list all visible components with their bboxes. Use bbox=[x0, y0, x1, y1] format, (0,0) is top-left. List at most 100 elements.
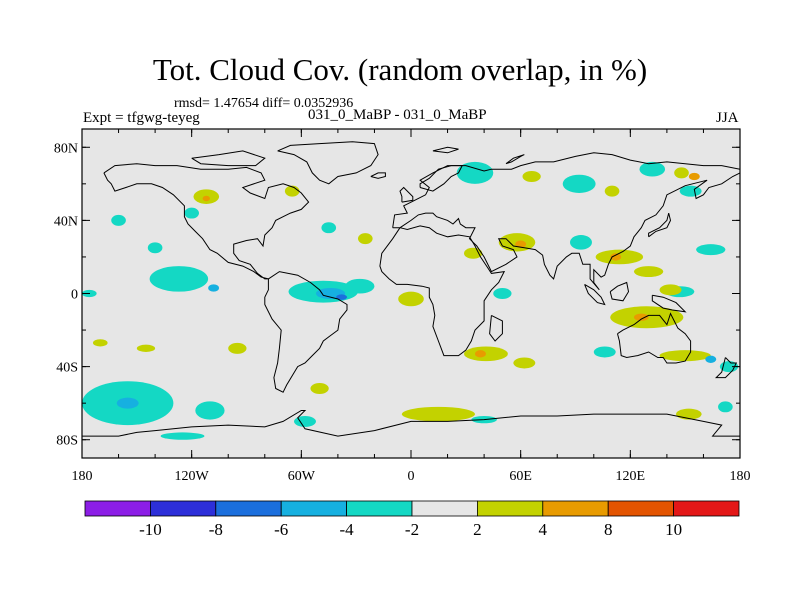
colorbar-swatch bbox=[673, 500, 740, 517]
colorbar-label: -6 bbox=[274, 520, 288, 539]
colorbar-swatch bbox=[346, 500, 413, 517]
anomaly-patch bbox=[184, 207, 199, 219]
anomaly-patch bbox=[310, 383, 329, 395]
coastline bbox=[399, 186, 414, 203]
coastline bbox=[609, 281, 630, 302]
anomaly-patch bbox=[604, 185, 620, 197]
coastline bbox=[432, 146, 459, 154]
anomaly-patch bbox=[676, 408, 702, 420]
colorbar-label: -4 bbox=[340, 520, 355, 539]
cloud-anomaly-field bbox=[82, 161, 739, 440]
colorbar-swatch bbox=[542, 500, 609, 517]
colorbar-label: 4 bbox=[539, 520, 548, 539]
anomaly-patch bbox=[401, 406, 475, 422]
map-title: Tot. Cloud Cov. (random overlap, in %) bbox=[152, 52, 648, 87]
y-tick-label: 80N bbox=[54, 141, 78, 156]
x-tick-label: 60E bbox=[509, 469, 532, 484]
coastline bbox=[617, 312, 692, 364]
anomaly-patch bbox=[562, 174, 596, 193]
colorbar-swatch bbox=[411, 500, 478, 517]
colorbar-label: 8 bbox=[604, 520, 613, 539]
coastline bbox=[103, 163, 310, 280]
colorbar: -10 -8 -6 -4 -2 2 4 8 10 bbox=[84, 500, 740, 539]
colorbar-swatch bbox=[215, 500, 282, 517]
y-tick-label: 80S bbox=[56, 434, 78, 449]
coastline bbox=[277, 141, 379, 185]
anomaly-patch bbox=[195, 401, 225, 420]
colorbar-swatch bbox=[607, 500, 675, 517]
colorbar-swatch bbox=[149, 500, 217, 517]
anomaly-patch bbox=[464, 346, 508, 362]
anomaly-patch bbox=[674, 167, 689, 179]
anomaly-patch bbox=[294, 415, 316, 427]
coastline bbox=[392, 152, 740, 228]
difference-label: 031_0_MaBP - 031_0_MaBP bbox=[308, 107, 487, 123]
y-tick-label: 0 bbox=[71, 288, 78, 303]
anomaly-patch bbox=[593, 346, 616, 358]
colorbar-swatch bbox=[280, 500, 348, 517]
anomaly-patch bbox=[111, 214, 126, 226]
coastlines bbox=[82, 141, 740, 437]
coastline bbox=[714, 357, 738, 379]
anomaly-patch bbox=[705, 355, 717, 363]
coastline bbox=[370, 172, 386, 179]
anomaly-patch bbox=[688, 172, 700, 181]
anomaly-patch bbox=[513, 357, 536, 369]
colorbar-label: -8 bbox=[209, 520, 223, 539]
x-tick-label: 120E bbox=[616, 469, 646, 484]
coastline bbox=[648, 212, 672, 238]
anomaly-patch bbox=[160, 432, 205, 440]
stats-text: rmsd= 1.47654 diff= 0.0352936 bbox=[174, 96, 354, 111]
x-tick-label: 0 bbox=[408, 469, 415, 484]
colorbar-label: 10 bbox=[665, 520, 682, 539]
anomaly-patch bbox=[357, 233, 373, 245]
coastline bbox=[392, 172, 740, 291]
anomaly-patch bbox=[116, 397, 139, 409]
coastline bbox=[264, 271, 348, 393]
x-tick-label: 60W bbox=[288, 469, 316, 484]
anomaly-patch bbox=[633, 313, 649, 321]
colorbar-swatch bbox=[476, 500, 544, 517]
anomaly-patch bbox=[696, 244, 726, 256]
anomaly-patch bbox=[321, 222, 337, 234]
anomaly-patch bbox=[147, 242, 163, 254]
season-label: JJA bbox=[716, 110, 739, 126]
axis-ticks: 180 120W 60W 0 60E 120E 180 80N 40N 0 40S 80S bbox=[54, 129, 751, 484]
anomaly-patch bbox=[522, 171, 541, 183]
coastline bbox=[584, 283, 606, 306]
anomaly-patch bbox=[570, 235, 592, 250]
anomaly-patch bbox=[228, 342, 247, 354]
anomaly-patch bbox=[633, 266, 664, 278]
experiment-label: Expt = tfgwg-teyeg bbox=[83, 110, 200, 126]
colorbar-label: -2 bbox=[405, 520, 419, 539]
anomaly-patch bbox=[345, 278, 375, 294]
y-tick-label: 40N bbox=[54, 214, 78, 229]
anomaly-patch bbox=[718, 401, 733, 413]
anomaly-patch bbox=[398, 291, 424, 307]
coastline bbox=[651, 294, 687, 313]
anomaly-patch bbox=[474, 350, 486, 358]
anomaly-patch bbox=[659, 350, 711, 362]
anomaly-patch bbox=[92, 339, 108, 347]
anomaly-patch bbox=[149, 266, 209, 292]
anomaly-patch bbox=[202, 195, 210, 202]
anomaly-patch bbox=[639, 161, 666, 177]
coastline bbox=[379, 225, 506, 357]
anomaly-patch bbox=[493, 288, 512, 299]
coastline bbox=[489, 314, 503, 342]
colorbar-label: -10 bbox=[139, 520, 162, 539]
anomaly-patch bbox=[610, 253, 622, 261]
anomaly-patch bbox=[336, 294, 348, 300]
anomaly-patch bbox=[659, 284, 682, 296]
anomaly-patch bbox=[456, 161, 494, 184]
y-tick-label: 40S bbox=[56, 361, 78, 376]
coastline bbox=[82, 410, 740, 437]
anomaly-patch bbox=[515, 240, 527, 248]
x-tick-label: 180 bbox=[730, 469, 751, 484]
coastline bbox=[505, 154, 525, 165]
coastline bbox=[191, 150, 266, 167]
coastline bbox=[419, 165, 464, 192]
x-tick-label: 180 bbox=[72, 469, 93, 484]
colorbar-label: 2 bbox=[473, 520, 482, 539]
